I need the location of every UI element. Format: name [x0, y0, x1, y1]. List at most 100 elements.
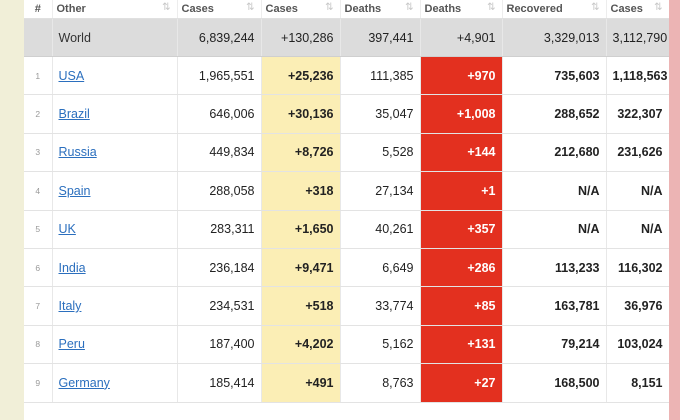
total-cases-cell: 283,311: [177, 210, 262, 249]
total-deaths-cell: 33,774: [340, 286, 421, 326]
country-cell: India: [52, 248, 178, 288]
column-header-other[interactable]: Other ⇅: [52, 0, 178, 19]
new-cases-cell: +9,471: [261, 248, 341, 288]
world-total-row: World 6,839,244 +130,286 397,441 +4,901 …: [24, 18, 669, 57]
column-header-recovered[interactable]: Recovered ⇅: [502, 0, 607, 19]
recovered-cell: N/A: [502, 171, 607, 211]
recovered-cell: 163,781: [502, 286, 607, 326]
table-row: 9 Germany 185,414 +491 8,763 +27 168,500 8,151: [24, 363, 669, 403]
sort-icon[interactable]: ⇅: [405, 2, 414, 13]
column-header-active-cases[interactable]: Cases ⇅: [606, 0, 669, 19]
new-cases-cell: +4,202: [261, 325, 341, 365]
rank-cell: 3: [24, 133, 53, 173]
new-cases-cell: +130,286: [261, 18, 341, 57]
rank-column-header[interactable]: #: [24, 0, 53, 19]
country-cell: Germany: [52, 363, 178, 403]
column-header-label: Cases: [610, 3, 643, 15]
covid-stats-table: # Other ⇅ Cases ⇅ Cases ⇅ Deaths ⇅ Deaths ⇅ R…: [24, 0, 669, 403]
active-cases-cell: 116,302: [606, 248, 669, 288]
country-cell: Russia: [52, 133, 178, 173]
total-cases-cell: 646,006: [177, 94, 262, 134]
country-cell: Peru: [52, 325, 178, 365]
table-row: 5 UK 283,311 +1,650 40,261 +357 N/A N/A: [24, 210, 669, 249]
new-cases-cell: +491: [261, 363, 341, 403]
rank-cell: 4: [24, 171, 53, 211]
recovered-cell: 212,680: [502, 133, 607, 173]
recovered-cell: 168,500: [502, 363, 607, 403]
country-link[interactable]: Germany: [58, 375, 110, 390]
rank-cell: [24, 18, 53, 57]
active-cases-cell: 1,118,563: [606, 56, 669, 96]
sort-icon[interactable]: ⇅: [162, 2, 171, 13]
total-cases-cell: 288,058: [177, 171, 262, 211]
column-header-total-cases[interactable]: Cases ⇅: [177, 0, 262, 19]
total-cases-cell: 449,834: [177, 133, 262, 173]
table-row: 4 Spain 288,058 +318 27,134 +1 N/A N/A: [24, 171, 669, 211]
rank-cell: 8: [24, 325, 53, 365]
country-link[interactable]: UK: [58, 222, 76, 237]
sort-icon[interactable]: ⇅: [246, 2, 255, 13]
total-cases-cell: 185,414: [177, 363, 262, 403]
new-cases-cell: +30,136: [261, 94, 341, 134]
active-cases-cell: N/A: [606, 210, 669, 249]
column-header-label: Cases: [265, 3, 298, 15]
rank-cell: 5: [24, 210, 53, 249]
recovered-cell: 113,233: [502, 248, 607, 288]
column-header-label: Other: [56, 3, 86, 15]
recovered-cell: 3,329,013: [502, 18, 607, 57]
new-deaths-cell: +1,008: [420, 94, 503, 134]
country-link[interactable]: Spain: [58, 183, 91, 198]
country-link[interactable]: India: [58, 260, 86, 275]
new-deaths-cell: +131: [420, 325, 503, 365]
rank-cell: 2: [24, 94, 53, 134]
sort-icon[interactable]: ⇅: [487, 2, 496, 13]
new-deaths-cell: +85: [420, 286, 503, 326]
country-link[interactable]: USA: [58, 68, 85, 83]
total-deaths-cell: 35,047: [340, 94, 421, 134]
total-deaths-cell: 5,528: [340, 133, 421, 173]
new-deaths-cell: +144: [420, 133, 503, 173]
total-deaths-cell: 8,763: [340, 363, 421, 403]
new-cases-cell: +8,726: [261, 133, 341, 173]
sort-icon[interactable]: ⇅: [654, 2, 663, 13]
country-cell: UK: [52, 210, 178, 249]
column-header-label: Deaths: [424, 3, 462, 15]
new-cases-cell: +1,650: [261, 210, 341, 249]
new-deaths-cell: +1: [420, 171, 503, 211]
total-cases-cell: 6,839,244: [177, 18, 262, 57]
table-row: 2 Brazil 646,006 +30,136 35,047 +1,008 288,652…: [24, 94, 669, 134]
column-header-new-deaths[interactable]: Deaths ⇅: [420, 0, 503, 19]
total-cases-cell: 236,184: [177, 248, 262, 288]
new-cases-cell: +518: [261, 286, 341, 326]
left-background-strip: [0, 0, 24, 420]
table-header-row: # Other ⇅ Cases ⇅ Cases ⇅ Deaths ⇅ Deaths ⇅ R…: [24, 0, 669, 19]
recovered-cell: N/A: [502, 210, 607, 249]
right-background-strip: [669, 0, 680, 420]
total-deaths-cell: 27,134: [340, 171, 421, 211]
rank-cell: 6: [24, 248, 53, 288]
rank-cell: 7: [24, 286, 53, 326]
total-cases-cell: 1,965,551: [177, 56, 262, 96]
new-deaths-cell: +357: [420, 210, 503, 249]
country-link[interactable]: Russia: [58, 145, 97, 160]
total-deaths-cell: 40,261: [340, 210, 421, 249]
country-link[interactable]: Italy: [58, 299, 82, 314]
country-link[interactable]: Brazil: [58, 107, 90, 122]
stats-table-card: # Other ⇅ Cases ⇅ Cases ⇅ Deaths ⇅ Deaths ⇅ R…: [24, 0, 669, 420]
country-cell: Spain: [52, 171, 178, 211]
table-row: 8 Peru 187,400 +4,202 5,162 +131 79,214 103,024: [24, 325, 669, 365]
sort-icon[interactable]: ⇅: [591, 2, 600, 13]
recovered-cell: 735,603: [502, 56, 607, 96]
column-header-new-cases[interactable]: Cases ⇅: [261, 0, 341, 19]
active-cases-cell: 322,307: [606, 94, 669, 134]
total-deaths-cell: 397,441: [340, 18, 421, 57]
total-deaths-cell: 5,162: [340, 325, 421, 365]
column-header-label: Deaths: [344, 3, 382, 15]
table-row: 7 Italy 234,531 +518 33,774 +85 163,781 36,976: [24, 286, 669, 326]
sort-icon[interactable]: ⇅: [325, 2, 334, 13]
recovered-cell: 79,214: [502, 325, 607, 365]
column-header-total-deaths[interactable]: Deaths ⇅: [340, 0, 421, 19]
total-deaths-cell: 6,649: [340, 248, 421, 288]
rank-cell: 9: [24, 363, 53, 403]
country-link[interactable]: Peru: [58, 337, 85, 352]
